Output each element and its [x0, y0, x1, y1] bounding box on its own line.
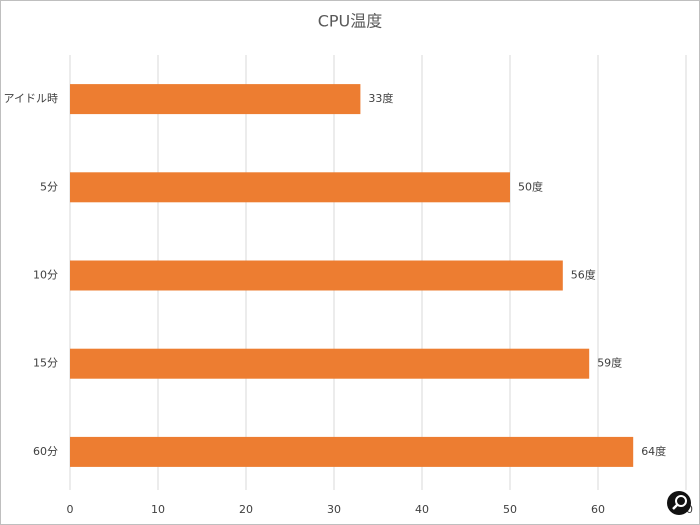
x-tick-label: 60: [591, 503, 605, 516]
zoom-icon: [667, 491, 691, 515]
chart-title: CPU温度: [318, 12, 383, 31]
bar: [70, 172, 510, 203]
bar: [70, 436, 634, 467]
y-tick-label: 15分: [33, 357, 58, 370]
x-tick-label: 50: [503, 503, 517, 516]
data-label: 59度: [597, 356, 622, 370]
x-tick-label: 0: [67, 503, 74, 516]
data-label: 50度: [518, 179, 543, 193]
y-tick-label: 60分: [33, 445, 58, 458]
y-tick-label: 10分: [33, 269, 58, 282]
x-tick-label: 10: [151, 503, 165, 516]
x-tick-label: 30: [327, 503, 341, 516]
x-tick-label: 40: [415, 503, 429, 516]
bar: [70, 260, 563, 291]
bar: [70, 348, 590, 379]
y-tick-label: アイドル時: [4, 92, 58, 105]
data-label: 64度: [641, 444, 666, 458]
bar: [70, 84, 361, 115]
data-label: 56度: [571, 268, 596, 282]
y-tick-label: 5分: [40, 180, 58, 193]
data-label: 33度: [368, 91, 393, 105]
x-tick-label: 20: [239, 503, 253, 516]
